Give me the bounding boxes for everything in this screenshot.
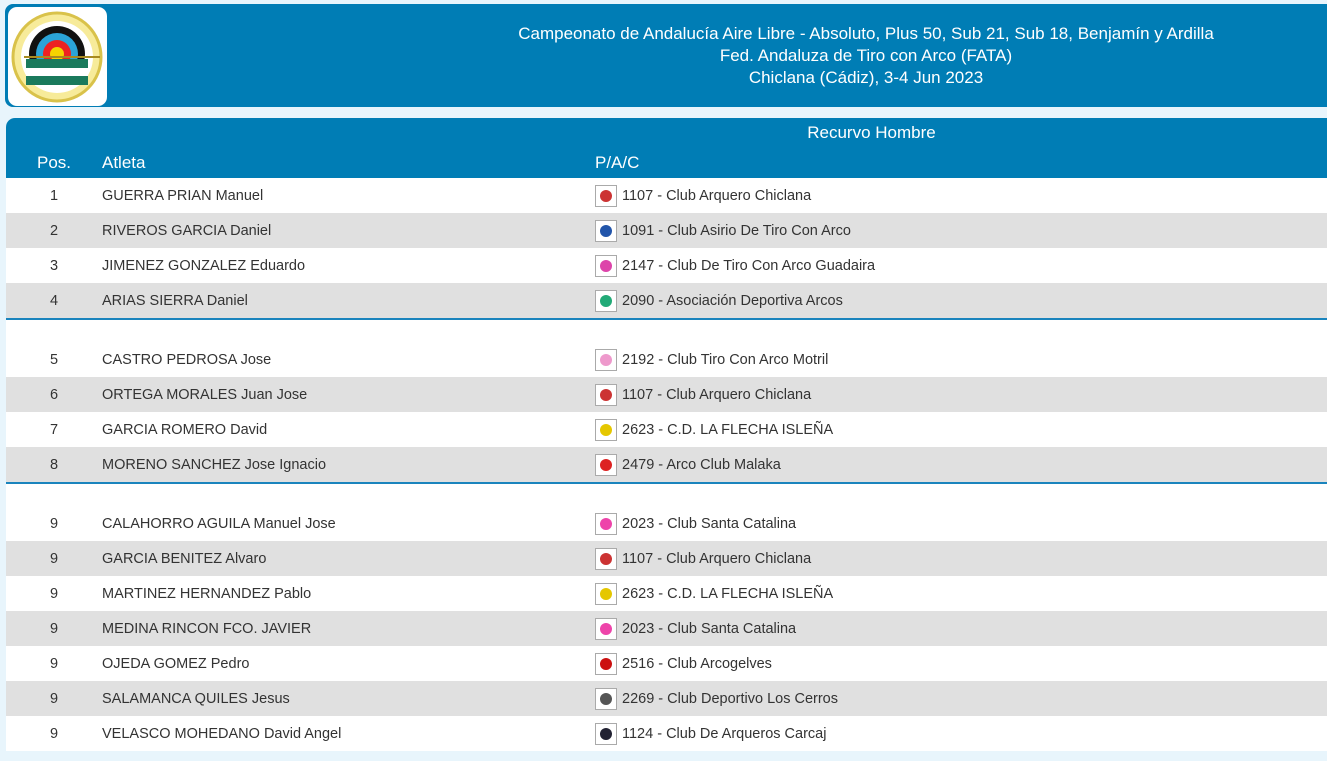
table-row: 9 MARTINEZ HERNANDEZ Pablo 2623 - C.D. L… [6, 576, 1327, 611]
club-logo-icon [595, 220, 617, 242]
table-row: 9 CALAHORRO AGUILA Manuel Jose 2023 - Cl… [6, 506, 1327, 541]
club-name: 1107 - Club Arquero Chiclana [622, 188, 812, 204]
club-logo-icon [595, 548, 617, 570]
column-athlete: Atleta [102, 153, 146, 172]
club-name: 2090 - Asociación Deportiva Arcos [622, 293, 843, 309]
position: 9 [49, 621, 59, 637]
club-name: 2023 - Club Santa Catalina [622, 621, 797, 637]
club-logo-icon [595, 454, 617, 476]
club-name: 2023 - Club Santa Catalina [622, 516, 797, 532]
position: 2 [49, 223, 59, 239]
position: 7 [49, 422, 59, 438]
club-logo-icon [595, 583, 617, 605]
athlete-name: GUERRA PRIAN Manuel [102, 188, 264, 204]
club-logo-icon [595, 653, 617, 675]
athlete-name: JIMENEZ GONZALEZ Eduardo [102, 258, 306, 274]
position: 4 [49, 293, 59, 309]
athlete-name: SALAMANCA QUILES Jesus [102, 691, 290, 707]
club-name: 1091 - Club Asirio De Tiro Con Arco [622, 223, 851, 239]
athlete-name: ARIAS SIERRA Daniel [102, 293, 248, 309]
athlete-name: MARTINEZ HERNANDEZ Pablo [102, 586, 312, 602]
athlete-name: VELASCO MOHEDANO David Angel [102, 726, 342, 742]
club-logo-icon [595, 688, 617, 710]
club-name: 2623 - C.D. LA FLECHA ISLEÑA [622, 586, 834, 602]
club-name: 2479 - Arco Club Malaka [622, 457, 781, 473]
table-row: 6 ORTEGA MORALES Juan Jose 1107 - Club A… [6, 377, 1327, 412]
column-club: P/A/C [595, 153, 640, 172]
club-name: 2623 - C.D. LA FLECHA ISLEÑA [622, 422, 834, 438]
athlete-name: RIVEROS GARCIA Daniel [102, 223, 272, 239]
table-row: 2 RIVEROS GARCIA Daniel 1091 - Club Asir… [6, 213, 1327, 248]
position: 9 [49, 691, 59, 707]
federation-logo [8, 7, 107, 106]
table-row: 5 CASTRO PEDROSA Jose 2192 - Club Tiro C… [6, 342, 1327, 377]
club-name: 1107 - Club Arquero Chiclana [622, 387, 812, 403]
position: 3 [49, 258, 59, 274]
club-logo-icon [595, 723, 617, 745]
club-name: 1124 - Club De Arqueros Carcaj [622, 726, 827, 742]
club-logo-icon [595, 349, 617, 371]
club-name: 2147 - Club De Tiro Con Arco Guadaira [622, 258, 876, 274]
position: 9 [49, 551, 59, 567]
athlete-name: CASTRO PEDROSA Jose [102, 352, 272, 368]
group-separator [6, 482, 1327, 506]
club-name: 1107 - Club Arquero Chiclana [622, 551, 812, 567]
athlete-name: GARCIA BENITEZ Alvaro [102, 551, 267, 567]
position: 6 [49, 387, 59, 403]
athlete-name: CALAHORRO AGUILA Manuel Jose [102, 516, 336, 532]
athlete-name: OJEDA GOMEZ Pedro [102, 656, 250, 672]
group-separator [6, 318, 1327, 342]
club-name: 2269 - Club Deportivo Los Cerros [622, 691, 838, 707]
table-row: 3 JIMENEZ GONZALEZ Eduardo 2147 - Club D… [6, 248, 1327, 283]
event-title: Campeonato de Andalucía Aire Libre - Abs… [518, 24, 1214, 43]
athlete-name: ORTEGA MORALES Juan Jose [102, 387, 308, 403]
event-location-date: Chiclana (Cádiz), 3-4 Jun 2023 [748, 68, 984, 87]
athlete-name: MORENO SANCHEZ Jose Ignacio [102, 457, 327, 473]
athlete-name: GARCIA ROMERO David [102, 422, 268, 438]
event-organizer: Fed. Andaluza de Tiro con Arco (FATA) [719, 46, 1013, 65]
table-row: 8 MORENO SANCHEZ Jose Ignacio 2479 - Arc… [6, 447, 1327, 482]
table-header: Recurvo Hombre Pos. Atleta P/A/C [6, 118, 1327, 178]
club-logo-icon [595, 255, 617, 277]
club-logo-icon [595, 618, 617, 640]
table-row: 9 SALAMANCA QUILES Jesus 2269 - Club Dep… [6, 681, 1327, 716]
table-row: 4 ARIAS SIERRA Daniel 2090 - Asociación … [6, 283, 1327, 318]
position: 9 [49, 516, 59, 532]
position: 9 [49, 656, 59, 672]
event-header: Campeonato de Andalucía Aire Libre - Abs… [5, 4, 1327, 107]
category-title: Recurvo Hombre [807, 123, 936, 142]
club-logo-icon [595, 513, 617, 535]
results-table: Recurvo Hombre Pos. Atleta P/A/C 1 GUERR… [6, 118, 1327, 751]
position: 1 [49, 188, 59, 204]
club-name: 2516 - Club Arcogelves [622, 656, 772, 672]
position: 5 [49, 352, 59, 368]
table-row: 9 VELASCO MOHEDANO David Angel 1124 - Cl… [6, 716, 1327, 751]
club-logo-icon [595, 290, 617, 312]
table-row: 1 GUERRA PRIAN Manuel 1107 - Club Arquer… [6, 178, 1327, 213]
position: 9 [49, 586, 59, 602]
position: 9 [49, 726, 59, 742]
table-row: 9 OJEDA GOMEZ Pedro 2516 - Club Arcogelv… [6, 646, 1327, 681]
club-logo-icon [595, 384, 617, 406]
table-row: 9 MEDINA RINCON FCO. JAVIER 2023 - Club … [6, 611, 1327, 646]
club-logo-icon [595, 185, 617, 207]
column-pos: Pos. [37, 153, 72, 172]
table-row: 9 GARCIA BENITEZ Alvaro 1107 - Club Arqu… [6, 541, 1327, 576]
club-logo-icon [595, 419, 617, 441]
athlete-name: MEDINA RINCON FCO. JAVIER [102, 621, 312, 637]
club-name: 2192 - Club Tiro Con Arco Motril [622, 352, 829, 368]
table-row: 7 GARCIA ROMERO David 2623 - C.D. LA FLE… [6, 412, 1327, 447]
position: 8 [49, 457, 59, 473]
